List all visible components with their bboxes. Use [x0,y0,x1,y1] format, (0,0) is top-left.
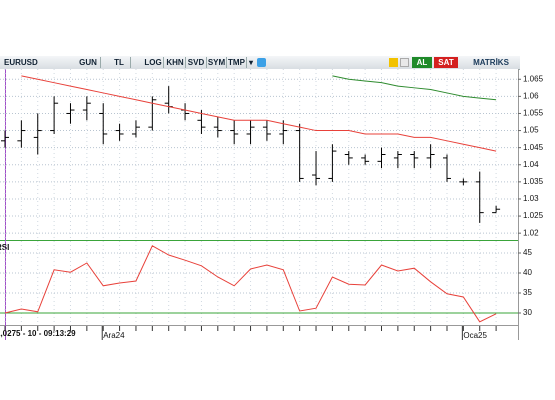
toolbar-button[interactable]: SVD [186,57,207,68]
toolbar-button[interactable]: SYM [207,57,227,68]
y-tick-label: 1.06 [523,91,539,100]
toolbar-button[interactable]: TMP [227,57,247,68]
y-tick-label: 1.05 [523,126,539,135]
x-tick-label: Ara24 [103,331,125,340]
panel-title: RSI [0,243,9,252]
moving-average [21,75,497,152]
twitter-icon[interactable] [257,58,266,67]
y-tick-label: 1.035 [523,177,544,186]
toolbar-button[interactable]: LOG [143,57,164,68]
toolbar-button[interactable]: GUN [76,57,101,68]
y-tick-label: 30 [523,308,532,317]
y-tick-label: 1.02 [523,228,539,237]
y-tick-label: 1.025 [523,211,544,220]
moving-average [332,75,497,101]
y-tick-label: 1.045 [523,143,544,152]
y-tick-label: 1.03 [523,194,539,203]
y-tick-label: 1.055 [523,109,544,118]
y-tick-label: 40 [523,268,532,277]
symbol-button[interactable]: EURUSD [4,58,38,67]
x-tick-label: Oca25 [463,331,487,340]
y-tick-label: 35 [523,288,532,297]
toolbar-button[interactable]: TL [108,57,131,68]
rsi-line [4,245,497,323]
icon[interactable] [389,58,398,67]
y-tick-label: 1.065 [523,74,544,83]
brand: MATRİKS [473,58,509,67]
toolbar-button[interactable]: KHN [165,57,186,68]
sell-button[interactable]: SAT [434,57,458,68]
status: 1,0275 - 10 - 09:13:29 [0,329,76,338]
buy-button[interactable]: AL [412,57,432,68]
y-tick-label: 45 [523,248,532,257]
dropdown[interactable]: ▾ [248,58,253,67]
y-tick-label: 1.04 [523,160,539,169]
plot-bg [0,69,518,325]
icon[interactable] [400,58,409,67]
